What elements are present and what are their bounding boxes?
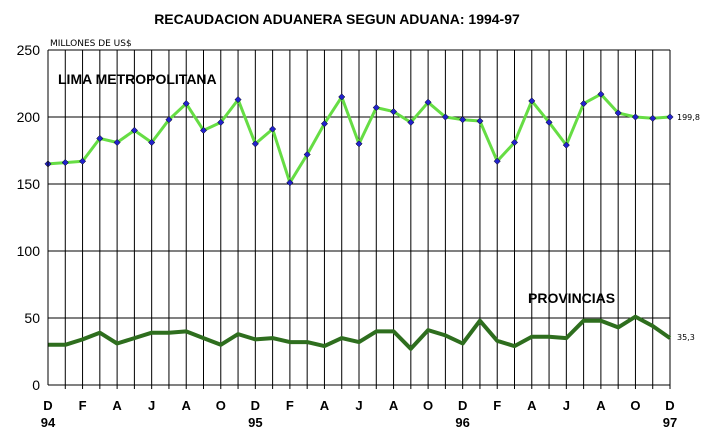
lima-data-point	[407, 118, 415, 126]
series-label-provincias: PROVINCIAS	[528, 290, 615, 306]
x-tick-label: D	[458, 398, 467, 413]
lima-data-point	[113, 138, 121, 147]
x-tick-label: A	[112, 398, 122, 413]
x-tick-label: A	[182, 398, 192, 413]
lima-data-point	[96, 134, 104, 142]
lima-data-point	[355, 140, 363, 148]
x-tick-label: J	[355, 398, 362, 413]
lima-data-point	[286, 179, 294, 187]
x-tick-label: O	[630, 398, 640, 413]
lima-data-point	[597, 90, 605, 98]
end-label-provincias: 35,3	[677, 333, 695, 342]
x-tick-label: D	[43, 398, 52, 413]
lima-data-point	[251, 140, 259, 148]
lima-data-point	[545, 118, 553, 126]
lima-data-point	[441, 113, 449, 121]
lima-data-point	[338, 93, 346, 101]
lima-data-point	[580, 100, 588, 108]
lima-data-point	[269, 125, 277, 133]
lima-data-point	[476, 117, 484, 125]
lima-data-point	[528, 97, 536, 105]
lima-data-point	[424, 98, 432, 106]
lima-data-point	[165, 116, 173, 124]
x-year-label: 95	[248, 415, 262, 430]
x-tick-label: O	[216, 398, 226, 413]
lima-data-point	[79, 157, 87, 165]
x-tick-label: D	[251, 398, 260, 413]
lima-data-point	[61, 159, 69, 167]
x-tick-label: A	[527, 398, 537, 413]
series-markers	[44, 90, 674, 187]
x-tick-label: F	[493, 398, 501, 413]
y-tick-label: 200	[17, 109, 41, 125]
unit-label: MILLONES DE US$	[50, 39, 132, 49]
x-tick-labels: D F A J A O D F A J A O D F A J A O D 94 95 96 97	[41, 398, 677, 430]
lima-data-point	[234, 96, 242, 104]
x-tick-label: A	[320, 398, 330, 413]
series-label-lima: LIMA METROPOLITANA	[58, 71, 217, 87]
series-line-provincias	[48, 314, 672, 351]
x-gridlines	[64, 50, 671, 389]
y-tick-label: 0	[32, 377, 40, 393]
y-tick-label: 100	[17, 243, 41, 259]
y-tick-label: 250	[17, 42, 41, 58]
x-tick-label: J	[563, 398, 570, 413]
x-tick-label: A	[389, 398, 399, 413]
lima-data-point	[199, 126, 208, 134]
y-tick-label: 50	[24, 310, 40, 326]
y-tick-labels: 0 50 100 150 200 250	[17, 42, 41, 393]
lima-data-point	[631, 113, 639, 121]
lima-data-point	[493, 157, 501, 165]
lima-data-point	[130, 126, 138, 134]
lima-data-point	[217, 118, 225, 126]
x-tick-label: F	[286, 398, 294, 413]
x-year-label: 97	[663, 415, 677, 430]
lima-data-point	[510, 138, 519, 147]
lima-data-point	[320, 120, 328, 128]
lima-data-point	[390, 108, 398, 116]
lima-data-point	[649, 114, 657, 122]
x-tick-label: D	[665, 398, 674, 413]
x-tick-label: A	[596, 398, 606, 413]
x-tick-label: O	[423, 398, 433, 413]
x-year-label: 94	[41, 415, 56, 430]
lima-data-point	[562, 141, 570, 149]
x-tick-label: J	[148, 398, 155, 413]
x-year-label: 96	[455, 415, 469, 430]
lima-data-point	[372, 104, 380, 112]
chart-title: RECAUDACION ADUANERA SEGUN ADUANA: 1994-…	[154, 11, 520, 27]
x-tick-label: F	[79, 398, 87, 413]
lima-data-point	[182, 100, 190, 108]
lima-data-point	[303, 150, 311, 159]
end-label-lima: 199,8	[677, 113, 700, 122]
lima-data-point	[614, 109, 622, 117]
lima-data-point	[666, 113, 674, 121]
lima-data-point	[148, 138, 156, 147]
y-tick-label: 150	[17, 176, 41, 192]
lima-data-point	[459, 116, 467, 124]
